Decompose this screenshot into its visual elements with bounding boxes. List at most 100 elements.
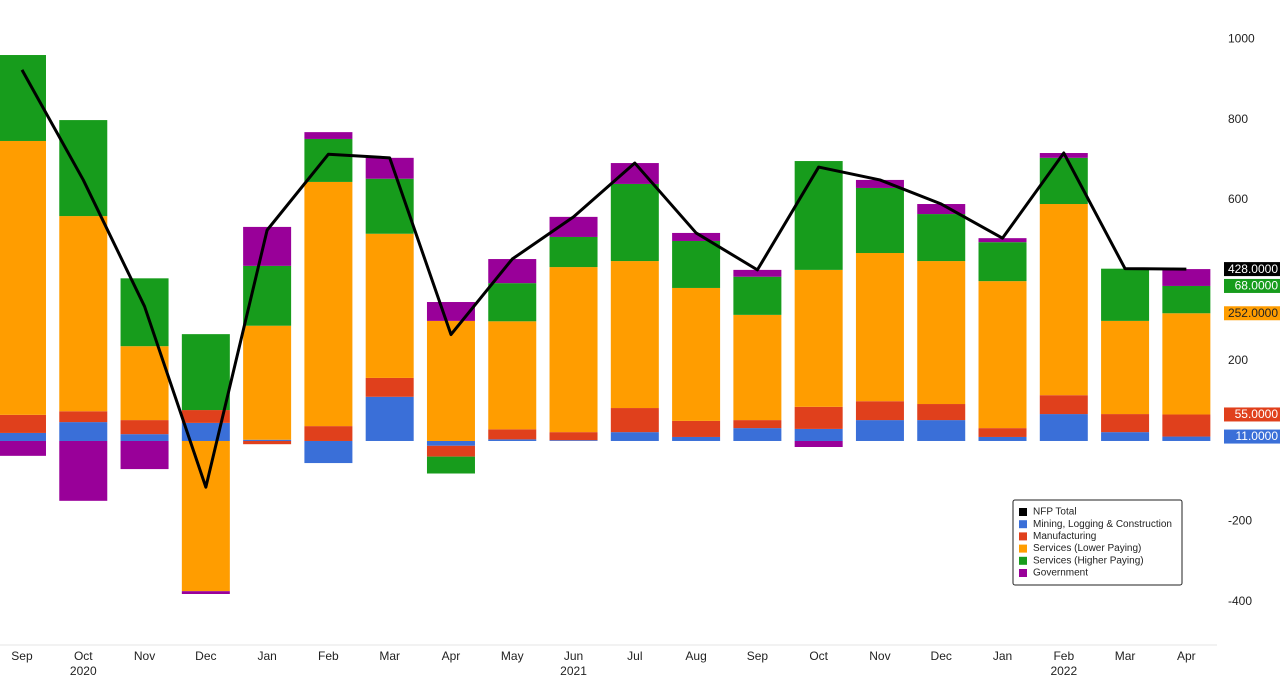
x-tick-label: Jun xyxy=(564,649,583,663)
bar-segment xyxy=(549,267,598,433)
y-tick-label: 1000 xyxy=(1228,32,1255,46)
value-label-bg xyxy=(1224,262,1280,277)
bar-segment xyxy=(855,253,904,402)
bar-segment xyxy=(59,422,108,441)
bar-segment xyxy=(1162,269,1211,286)
bar-segment xyxy=(855,401,904,421)
bar-segment xyxy=(120,434,169,441)
bar-segment xyxy=(549,432,598,441)
y-tick-label: 600 xyxy=(1228,192,1248,206)
legend-swatch xyxy=(1019,544,1027,553)
bar-segment xyxy=(1162,285,1211,314)
bar-segment xyxy=(733,269,782,277)
bar-segment xyxy=(610,408,659,433)
bar-segment xyxy=(304,440,353,464)
year-label: 2021 xyxy=(560,664,587,678)
bar-segment xyxy=(978,436,1027,441)
bar-segment xyxy=(120,278,169,347)
bar-segment xyxy=(243,440,292,445)
bar-segment xyxy=(181,410,230,423)
x-tick-label: Dec xyxy=(195,649,216,663)
bar-segment xyxy=(488,321,537,430)
y-tick-label: 200 xyxy=(1228,353,1248,367)
bar-segment xyxy=(365,157,414,179)
bar-segment xyxy=(120,346,169,421)
x-tick-label: Apr xyxy=(1177,649,1196,663)
bar-segment xyxy=(978,238,1027,243)
bar-segment xyxy=(181,591,230,594)
bar-segment xyxy=(672,287,721,421)
bar-segment xyxy=(59,120,108,217)
value-label: 252.0000 xyxy=(1228,306,1278,320)
bar-segment xyxy=(672,232,721,241)
legend-swatch xyxy=(1019,569,1027,577)
bar-segment xyxy=(1039,414,1088,441)
bar-segment xyxy=(0,140,46,415)
bar-segment xyxy=(672,436,721,441)
value-label: 11.0000 xyxy=(1236,429,1279,443)
bar-segment xyxy=(794,269,843,407)
x-tick-label: Jan xyxy=(257,649,276,663)
bar-segment xyxy=(549,216,598,237)
bar-segment xyxy=(181,334,230,411)
x-tick-label: Feb xyxy=(1053,649,1074,663)
bar-segment xyxy=(1162,436,1211,441)
bar-segment xyxy=(917,261,966,405)
bar-segment xyxy=(1101,432,1150,441)
x-tick-label: Oct xyxy=(809,649,828,663)
bar-segment xyxy=(1101,414,1150,433)
value-label-bg xyxy=(1224,278,1280,293)
bar-segment xyxy=(426,445,475,457)
value-label: 68.0000 xyxy=(1235,279,1279,293)
bar-segment xyxy=(733,420,782,429)
y-tick-label: -200 xyxy=(1228,513,1252,527)
legend-label: Services (Lower Paying) xyxy=(1033,543,1141,554)
nfp-line xyxy=(20,69,1187,489)
bar-segment xyxy=(1039,204,1088,396)
x-tick-label: Jul xyxy=(627,649,642,663)
bar-segment xyxy=(1162,414,1211,437)
bar-segment xyxy=(610,183,659,262)
legend-swatch xyxy=(1019,556,1027,565)
bar-segment xyxy=(59,216,108,412)
x-tick-label: Sep xyxy=(747,649,769,663)
bar-segment xyxy=(488,283,537,322)
bar-segment xyxy=(794,406,843,429)
bar-segment xyxy=(794,428,843,441)
bar-segment xyxy=(488,429,537,440)
bar-segment xyxy=(855,179,904,188)
year-label: 2020 xyxy=(70,664,97,678)
bar-segment xyxy=(917,404,966,421)
x-tick-label: Mar xyxy=(1115,649,1136,663)
bar-segment xyxy=(304,132,353,139)
bar-segment xyxy=(59,411,108,423)
bar-segment xyxy=(1101,320,1150,415)
bar-segment xyxy=(426,456,475,474)
x-tick-label: Feb xyxy=(318,649,339,663)
bar-segment xyxy=(549,236,598,268)
x-tick-label: Apr xyxy=(442,649,461,663)
legend-swatch xyxy=(1019,520,1027,529)
bar-segment xyxy=(733,428,782,441)
legend-swatch xyxy=(1019,532,1027,541)
bar-segment xyxy=(917,204,966,215)
legend-label: Services (Higher Paying) xyxy=(1033,555,1144,566)
y-tick-label: -400 xyxy=(1228,594,1252,608)
value-label: 428.0000 xyxy=(1228,262,1278,276)
bar-segment xyxy=(672,240,721,288)
bar-segment xyxy=(610,432,659,441)
value-label-bg xyxy=(1224,306,1280,321)
bar-segment xyxy=(426,302,475,321)
value-label-bg xyxy=(1224,407,1280,422)
bar-segment xyxy=(426,440,475,446)
bar-segment xyxy=(0,432,46,441)
bar-segment xyxy=(917,214,966,262)
x-tick-label: Aug xyxy=(685,649,706,663)
legend-label: Government xyxy=(1033,568,1088,579)
bar-segment xyxy=(978,281,1027,429)
y-tick-label: 800 xyxy=(1228,112,1248,126)
bar-segment xyxy=(243,439,292,441)
bar-segment xyxy=(978,428,1027,437)
